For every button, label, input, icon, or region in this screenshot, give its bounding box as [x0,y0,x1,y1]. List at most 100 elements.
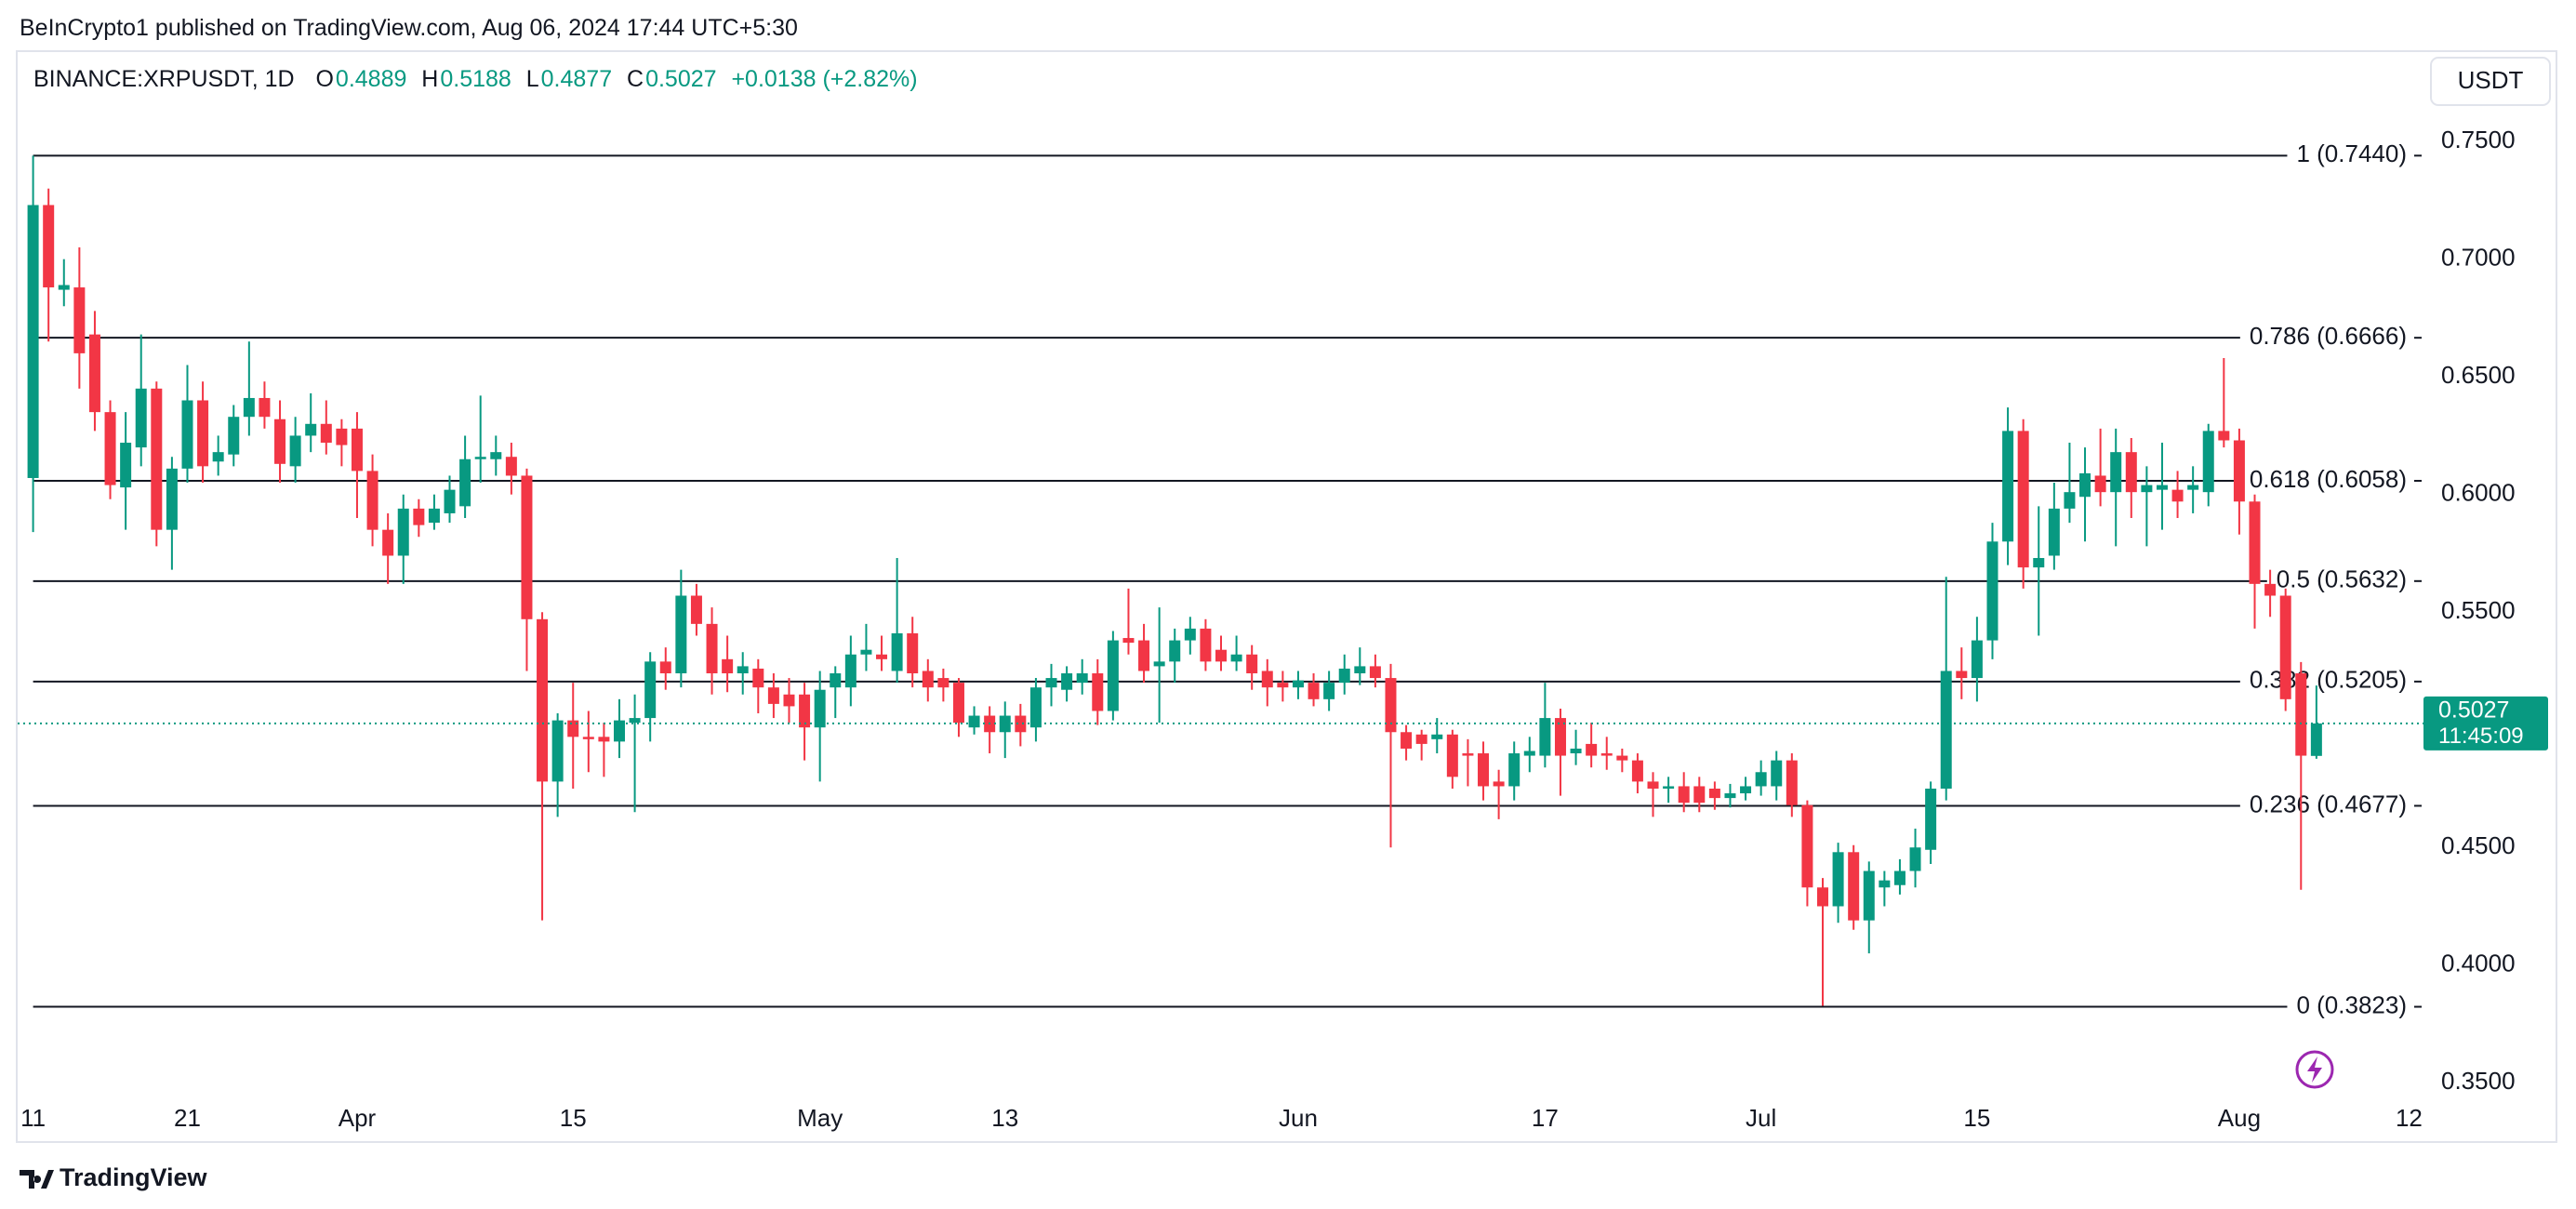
x-tick-label: Jul [1746,1104,1776,1132]
candle-body [999,715,1011,733]
candle-body [1462,753,1474,756]
candle-body [1200,628,1212,662]
candle-body [2033,558,2045,568]
candle-body [2279,595,2291,699]
candle-body [1554,718,1566,756]
candle-body [2171,489,2184,502]
candle-body [1663,786,1675,789]
ohlc-value: 0.5188 [440,66,511,92]
candle-body [43,205,55,288]
candle-body [366,471,378,530]
candle-body [860,649,872,655]
candle-body [799,694,811,728]
candle-body [1261,671,1273,688]
candle-body [644,661,657,719]
candle-body [120,443,132,488]
candle-body [88,334,100,413]
candle-body [1415,734,1427,744]
candle-body [2233,440,2245,502]
x-tick-label: Aug [2218,1104,2261,1132]
change: +0.0138 (+2.82%) [731,66,918,92]
candle-body [2094,475,2106,493]
candle-body [2218,431,2230,441]
y-tick-label: 0.6000 [2441,479,2516,507]
candle-body [1061,672,1073,690]
candle-body [382,529,394,556]
candle-body [2264,583,2277,596]
candle-body [1678,786,1690,804]
candle-body [1277,683,1289,688]
candle-body [1431,734,1443,739]
candle-body [537,618,549,782]
candle-body [1354,666,1366,673]
candle-body [937,678,949,688]
brand-name: TradingView [60,1163,208,1191]
candle-body [1848,852,1860,921]
fib-level-label: 0.786 (0.6666) [2250,322,2407,350]
candle-body [737,666,749,673]
candle-body [1292,680,1304,688]
legend: BINANCE:XRPUSDT, 1D O0.4889 H0.5188 L0.4… [33,65,920,93]
candle-body [922,671,934,688]
currency-label[interactable]: USDT [2458,66,2524,94]
candle-body [690,595,702,624]
publisher: BeInCrypto1 published on TradingView.com… [20,15,798,41]
fib-level-label: 0.382 (0.5205) [2250,666,2407,694]
candle-body [2187,485,2199,490]
candle-body [2048,508,2060,556]
x-tick-label: 11 [20,1104,46,1132]
candle-body [1215,649,1227,662]
alert-icon[interactable] [2295,1050,2334,1089]
candle-body [151,388,163,530]
fib-level-label: 1 (0.7440) [2296,140,2407,167]
candle-body [752,668,764,688]
candle-body [1539,718,1551,756]
candle-body [181,400,193,469]
candle-body [1230,654,1242,662]
candle-body [2202,431,2214,493]
candle-body [1015,715,1027,733]
candle-body [844,654,856,688]
candle-body [1755,772,1767,787]
candle-body [1169,640,1181,662]
candle-body [1647,781,1659,789]
y-tick-label: 0.3500 [2441,1067,2516,1095]
fib-level-label: 0 (0.3823) [2296,990,2407,1018]
candle-body [706,623,718,673]
candle-body [444,489,456,513]
candle-body [413,508,425,525]
ohlc-key: O [315,66,334,92]
candle-body [197,400,209,467]
candle-body [767,687,779,704]
candle-body [567,720,579,737]
y-tick-label: 0.4000 [2441,950,2516,977]
candle-body [1925,788,1937,850]
currency-button[interactable] [2430,57,2551,106]
candle-body [582,737,594,739]
candle-body [351,428,363,472]
candle-body [73,287,86,353]
fib-level-label: 0.618 (0.6058) [2250,465,2407,493]
candle-body [474,457,486,459]
candle-body [1786,760,1798,805]
candle-body [2295,672,2307,756]
candle-body [505,457,517,476]
candle-body [1122,638,1135,644]
candle-body [2017,431,2029,568]
candle-body [2079,472,2091,498]
candle-body [1029,687,1042,728]
candle-body [2141,485,2153,493]
x-tick-label: 15 [560,1104,587,1132]
brand-logo [20,1170,54,1189]
candle-body [243,397,255,418]
fib-level-label: 0.5 (0.5632) [2277,565,2407,593]
candle-body [1478,753,1490,787]
candle-body [2125,452,2137,493]
candle-body [1616,755,1628,761]
y-tick-label: 0.5500 [2441,596,2516,624]
candle-body [907,632,919,673]
ohlc-value: 0.5027 [645,66,717,92]
ohlc-key: H [421,66,439,92]
y-tick-label: 0.4500 [2441,831,2516,859]
candle-body [259,397,271,418]
